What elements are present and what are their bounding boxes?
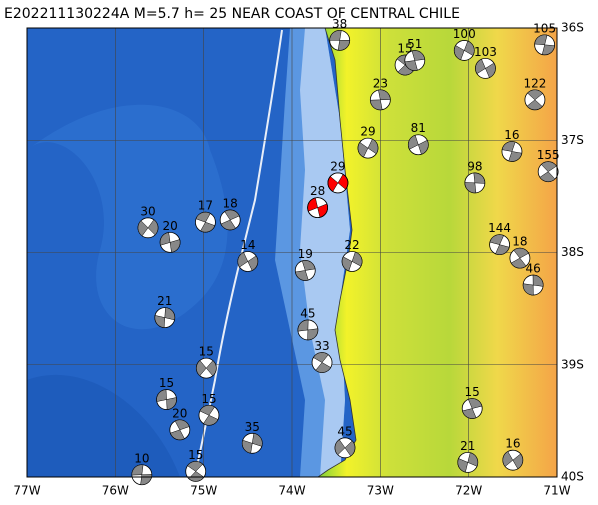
depth-label: 98: [467, 159, 482, 173]
depth-label: 20: [172, 406, 187, 420]
depth-label: 20: [162, 219, 177, 233]
depth-label: 35: [245, 420, 260, 434]
depth-label: 10: [134, 451, 149, 465]
beachball-quadrant: [457, 452, 478, 473]
depth-label: 51: [407, 37, 422, 51]
map-title: E202211130224A M=5.7 h= 25 NEAR COAST OF…: [4, 6, 460, 22]
beachball-quadrant: [313, 352, 332, 373]
beachball-quadrant: [404, 50, 425, 71]
depth-label: 81: [411, 121, 426, 135]
beachball-quadrant: [159, 232, 181, 253]
depth-label: 15: [465, 385, 480, 399]
beachball-quadrant: [502, 451, 524, 470]
beachball-quadrant: [156, 389, 177, 410]
x-tick-label: 75W: [190, 484, 217, 498]
beachball-quadrant: [464, 172, 486, 194]
depth-label: 18: [223, 196, 238, 210]
beachball-quadrant: [154, 307, 176, 328]
depth-label: 46: [526, 262, 541, 276]
beachball-outline: [307, 197, 329, 219]
beachball-quadrant: [196, 360, 217, 377]
depth-label: 155: [537, 148, 560, 162]
y-tick-label: 40S: [561, 470, 584, 484]
y-tick-label: 39S: [561, 357, 584, 371]
y-tick-label: 37S: [561, 133, 584, 147]
map-frame: [26, 27, 558, 478]
depth-label: 17: [198, 199, 213, 213]
depth-label: 22: [344, 238, 359, 252]
beachball-quadrant: [199, 405, 219, 426]
depth-label: 21: [460, 439, 475, 453]
beachball-quadrant: [334, 439, 356, 457]
beachball-quadrant: [295, 260, 316, 281]
beachball-outline: [327, 172, 349, 194]
depth-label: 100: [453, 27, 476, 41]
depth-label: 23: [373, 76, 388, 90]
x-tick-label: 73W: [367, 484, 394, 498]
x-tick-label: 71W: [543, 484, 570, 498]
x-tick-label: 72W: [455, 484, 482, 498]
depth-label: 16: [505, 437, 520, 451]
depth-label: 19: [298, 247, 313, 261]
beachball-quadrant: [237, 252, 258, 271]
depth-label: 122: [523, 76, 546, 90]
beachball-quadrant: [522, 274, 544, 296]
depth-label: 15: [159, 376, 174, 390]
x-tick-label: 77W: [13, 484, 40, 498]
beachball-quadrant: [501, 141, 523, 162]
depth-label: 38: [332, 17, 347, 31]
beachball-quadrant: [408, 134, 429, 155]
beachball-quadrant: [489, 234, 510, 255]
beachball-quadrant: [539, 161, 557, 182]
beachball-quadrant: [370, 89, 391, 111]
depth-label: 45: [337, 424, 352, 438]
beachball-quadrant: [195, 211, 216, 233]
beachball-quadrant: [170, 419, 190, 441]
beachball-quadrant: [475, 58, 496, 78]
depth-label: 18: [512, 235, 527, 249]
beachball-quadrant: [534, 34, 555, 56]
beachball-quadrant: [526, 89, 544, 111]
x-tick-label: 74W: [278, 484, 305, 498]
beachball-quadrant: [357, 138, 379, 158]
depth-label: 16: [504, 128, 519, 142]
depth-label: 45: [300, 306, 315, 320]
beachball-quadrant: [241, 433, 263, 454]
depth-label: 28: [310, 184, 325, 198]
depth-label: 14: [240, 238, 255, 252]
y-tick-label: 38S: [561, 245, 584, 259]
beachball-quadrant: [329, 30, 350, 51]
x-tick-label: 76W: [102, 484, 129, 498]
beachball-quadrant: [341, 251, 363, 272]
depth-label: 103: [474, 45, 497, 59]
depth-label: 21: [157, 294, 172, 308]
beachball-quadrant: [510, 247, 529, 269]
beachball-quadrant: [454, 40, 475, 61]
depth-label: 29: [330, 159, 345, 173]
bathymetry: [27, 104, 228, 330]
depth-label: 29: [360, 125, 375, 139]
depth-label: 33: [314, 339, 329, 353]
bathymetry: [27, 374, 180, 477]
beachball-quadrant: [131, 464, 153, 485]
y-tick-label: 36S: [561, 21, 584, 35]
depth-label: 144: [488, 221, 511, 235]
beachball-quadrant: [297, 319, 319, 341]
depth-label: 15: [188, 448, 203, 462]
depth-label: 15: [201, 392, 216, 406]
beachball-quadrant: [462, 398, 483, 419]
beachball-quadrant: [137, 219, 159, 237]
beachball-quadrant: [220, 209, 240, 231]
depth-label: 15: [199, 345, 214, 359]
depth-label: 30: [140, 204, 155, 218]
